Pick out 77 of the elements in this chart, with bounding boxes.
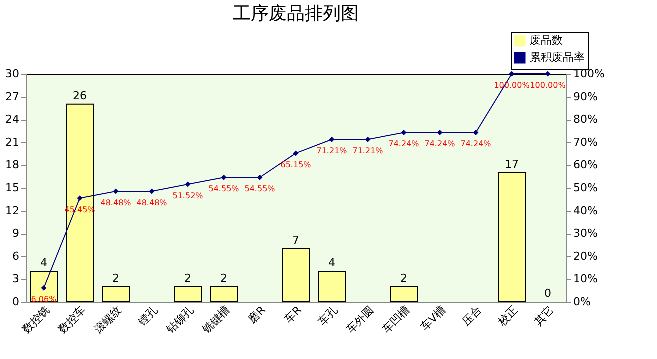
y-tick-label: 27 [6, 90, 20, 104]
x-tick-label: 磨R [246, 304, 269, 326]
point [113, 188, 119, 194]
y2-tick-label: 20% [574, 250, 598, 263]
point [293, 150, 299, 156]
data-label: 4 [328, 256, 336, 270]
data-label: 2 [400, 272, 408, 285]
data-label: 54.55% [208, 184, 240, 194]
data-label: 51.52% [172, 192, 204, 201]
x-tick-label: 数控铣 [20, 304, 52, 336]
x-tick-label: 滚螺纹 [92, 304, 124, 336]
data-label: 54.55% [244, 184, 276, 194]
y-tick-label: 12 [6, 204, 20, 218]
data-label: 17 [505, 158, 519, 171]
data-label: 65.15% [280, 160, 312, 170]
data-label: 74.24% [388, 140, 420, 149]
y2-tick-label: 10% [574, 272, 598, 286]
x-tick-label: 校正 [495, 304, 520, 330]
point [149, 188, 155, 194]
data-label: 26 [73, 89, 87, 102]
data-label: 48.48% [136, 198, 168, 208]
data-label: 74.24% [424, 140, 456, 149]
data-label: 74.24% [460, 140, 492, 149]
y-tick-label: 15 [6, 182, 20, 194]
y-tick-label: 24 [6, 113, 20, 126]
x-tick-label: 车凹槽 [380, 304, 412, 336]
x-tick-label: 车孔 [316, 304, 340, 329]
point [545, 71, 551, 77]
x-tick-label: 车外圆 [344, 304, 376, 336]
point [221, 174, 227, 180]
y-tick-label: 30 [6, 68, 20, 80]
y-tick-label: 6 [12, 250, 20, 263]
data-label: 71.21% [316, 146, 348, 156]
data-label: 0 [544, 287, 552, 300]
y2-tick-label: 80% [574, 113, 598, 126]
data-label: 100.00% [530, 81, 566, 90]
y2-tick-label: 90% [574, 90, 598, 104]
legend-label: 累积废品率 [530, 51, 585, 64]
y2-tick-label: 40% [574, 204, 598, 218]
x-tick-label: 镗孔 [135, 304, 160, 330]
x-tick-label: 铣键槽 [199, 304, 232, 338]
point [185, 182, 191, 188]
data-label: 2 [184, 272, 192, 285]
y2-tick-label: 70% [574, 136, 598, 149]
y-tick-label: 0 [12, 296, 20, 308]
x-tick-label: 车R [282, 304, 305, 326]
data-label: 2 [112, 272, 120, 285]
y-tick-label: 18 [6, 158, 20, 172]
point [41, 285, 47, 291]
data-label: 71.21% [352, 146, 384, 156]
point [77, 196, 83, 202]
y2-tick-label: 0% [574, 296, 591, 308]
data-label: 2 [220, 272, 228, 285]
point [329, 136, 335, 142]
point [473, 130, 479, 136]
legend-label: 废品数 [530, 34, 563, 47]
point [401, 130, 407, 136]
point [365, 136, 371, 142]
y2-tick-label: 100% [574, 68, 605, 80]
point [257, 174, 263, 180]
y2-tick-label: 60% [574, 158, 598, 172]
y-tick-label: 3 [12, 272, 20, 286]
data-label: 7 [292, 234, 300, 247]
point [509, 71, 515, 77]
x-tick-label: 车V槽 [418, 304, 448, 334]
chart-title: 工序废品排列图 [233, 4, 359, 24]
x-tick-label: 压合 [460, 304, 484, 329]
data-label: 48.48% [100, 198, 132, 208]
x-tick-label: 其它 [532, 304, 556, 329]
y2-tick-label: 50% [574, 182, 598, 194]
x-tick-label: 数控车 [56, 304, 88, 336]
point [437, 130, 443, 136]
data-label: 4 [40, 256, 48, 270]
x-tick-label: 钻铆孔 [163, 304, 196, 338]
y2-tick-label: 30% [574, 227, 598, 240]
y-tick-label: 9 [12, 227, 20, 240]
y-tick-label: 21 [6, 136, 20, 149]
